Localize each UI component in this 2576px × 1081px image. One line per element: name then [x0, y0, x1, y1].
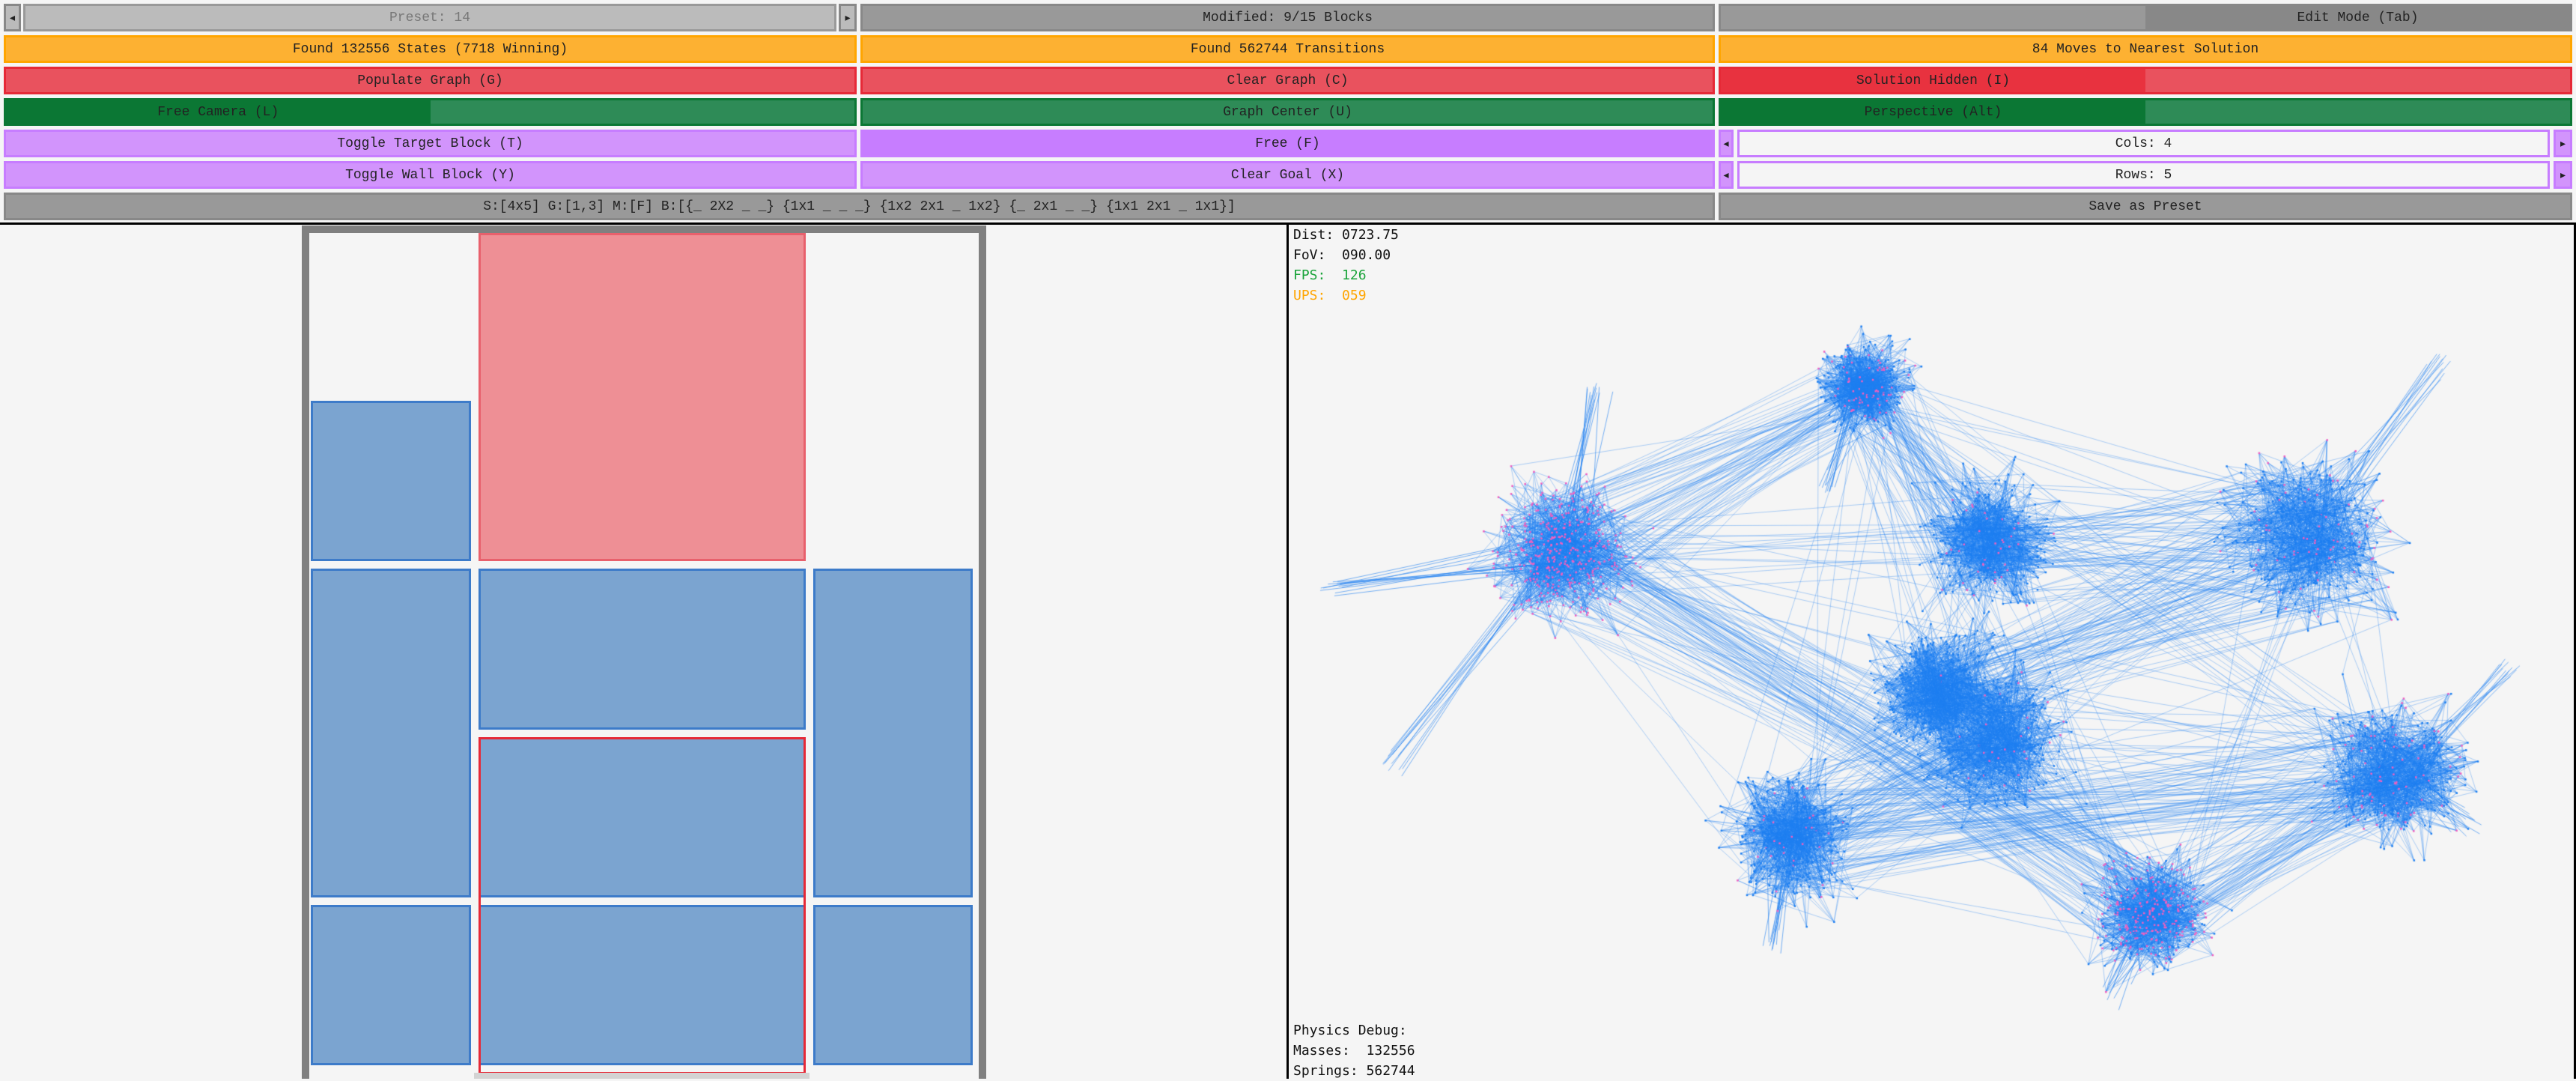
board-exit — [474, 1073, 809, 1079]
modified-status: Modified: 9/15 Blocks — [860, 4, 1715, 31]
block[interactable] — [311, 401, 471, 562]
block[interactable] — [478, 569, 806, 730]
found-states-status: Found 132556 States (7718 Winning) — [4, 35, 857, 63]
clear-graph-label: Clear Graph (C) — [1227, 73, 1349, 88]
rows-decrement-button[interactable]: ◂ — [1719, 161, 1734, 189]
found-transitions-status: Found 562744 Transitions — [860, 35, 1715, 63]
fov-readout: FoV: 090.00 — [1293, 247, 1391, 263]
cols-increment-button[interactable]: ▸ — [2554, 130, 2572, 157]
toggle-wall-block-button[interactable]: Toggle Wall Block (Y) — [4, 161, 857, 189]
cols-decrement-button[interactable]: ◂ — [1719, 130, 1734, 157]
toggle-target-label: Toggle Target Block (T) — [337, 136, 523, 151]
rows-increment-button[interactable]: ▸ — [2554, 161, 2572, 189]
found-transitions-text: Found 562744 Transitions — [1190, 41, 1385, 57]
edit-mode-button[interactable]: Edit Mode (Tab) — [1719, 4, 2572, 31]
block[interactable] — [311, 904, 471, 1065]
ups-readout: UPS: 059 — [1293, 288, 1367, 303]
springs-readout: Springs: 562744 — [1293, 1063, 1415, 1079]
chevron-left-icon: ◂ — [1722, 136, 1731, 152]
save-preset-label: Save as Preset — [2089, 199, 2202, 214]
fps-readout: FPS: 126 — [1293, 267, 1367, 283]
graph-center-button[interactable]: Graph Center (U) — [860, 98, 1715, 126]
block[interactable] — [812, 904, 973, 1065]
perspective-toggle[interactable]: Perspective (Alt) — [1719, 98, 2572, 126]
solution-hidden-toggle[interactable]: Solution Hidden (I) — [1719, 67, 2572, 94]
block[interactable] — [478, 736, 806, 897]
cols-value: Cols: 4 — [2115, 136, 2172, 151]
toggle-fill — [1721, 100, 2145, 124]
modified-text: Modified: 9/15 Blocks — [1203, 10, 1373, 25]
free-camera-toggle[interactable]: Free Camera (L) — [4, 98, 857, 126]
target-block[interactable] — [478, 233, 806, 562]
free-camera-label: Free Camera (L) — [157, 104, 279, 120]
preset-text: Preset: 14 — [389, 10, 471, 25]
graph-border — [2574, 222, 2576, 1079]
block[interactable] — [311, 569, 471, 897]
preset-label: Preset: 14 — [23, 4, 836, 31]
edit-mode-label: Edit Mode (Tab) — [2297, 10, 2419, 25]
physics-debug-title: Physics Debug: — [1293, 1023, 1407, 1038]
puzzle-board[interactable] — [302, 225, 986, 1079]
perspective-label: Perspective (Alt) — [1864, 104, 2002, 120]
found-states-text: Found 132556 States (7718 Winning) — [292, 41, 568, 57]
masses-readout: Masses: 132556 — [1293, 1043, 1415, 1059]
graph-center-label: Graph Center (U) — [1223, 104, 1352, 120]
dist-readout: Dist: 0723.75 — [1293, 227, 1399, 243]
cols-spinner[interactable]: Cols: 4 — [1737, 130, 2550, 157]
block[interactable] — [478, 904, 806, 1065]
clear-goal-button[interactable]: Clear Goal (X) — [860, 161, 1715, 189]
clear-goal-label: Clear Goal (X) — [1230, 167, 1345, 183]
state-graph-view[interactable] — [1289, 225, 2574, 1079]
chevron-right-icon: ▸ — [843, 10, 852, 26]
free-button[interactable]: Free (F) — [860, 130, 1715, 157]
solution-hidden-label: Solution Hidden (I) — [1856, 73, 2011, 88]
block[interactable] — [812, 569, 973, 897]
populate-graph-button[interactable]: Populate Graph (G) — [4, 67, 857, 94]
rows-value: Rows: 5 — [2115, 167, 2172, 183]
rows-spinner[interactable]: Rows: 5 — [1737, 161, 2550, 189]
save-preset-button[interactable]: Save as Preset — [1719, 193, 2572, 220]
toggle-fill — [2145, 6, 2570, 29]
state-string-text: S:[4x5] G:[1,3] M:[F] B:[{_ 2X2 _ _} {1x… — [483, 199, 1236, 214]
toggle-wall-label: Toggle Wall Block (Y) — [345, 167, 515, 183]
panel-divider-vertical[interactable] — [1287, 222, 1289, 1079]
chevron-right-icon: ▸ — [2559, 168, 2567, 184]
chevron-left-icon: ◂ — [1722, 168, 1731, 184]
toggle-fill — [1721, 69, 2145, 92]
preset-prev-button[interactable]: ◂ — [4, 4, 21, 31]
nearest-solution-text: 84 Moves to Nearest Solution — [2032, 41, 2259, 57]
toggle-fill — [6, 100, 431, 124]
toggle-target-block-button[interactable]: Toggle Target Block (T) — [4, 130, 857, 157]
nearest-solution-status: 84 Moves to Nearest Solution — [1719, 35, 2572, 63]
state-string: S:[4x5] G:[1,3] M:[F] B:[{_ 2X2 _ _} {1x… — [4, 193, 1715, 220]
free-label: Free (F) — [1255, 136, 1320, 151]
populate-graph-label: Populate Graph (G) — [357, 73, 503, 88]
chevron-right-icon: ▸ — [2559, 136, 2567, 152]
toggle-fill — [863, 132, 1713, 155]
chevron-left-icon: ◂ — [8, 10, 16, 26]
preset-next-button[interactable]: ▸ — [839, 4, 857, 31]
board-grid[interactable] — [309, 233, 979, 1079]
clear-graph-button[interactable]: Clear Graph (C) — [860, 67, 1715, 94]
